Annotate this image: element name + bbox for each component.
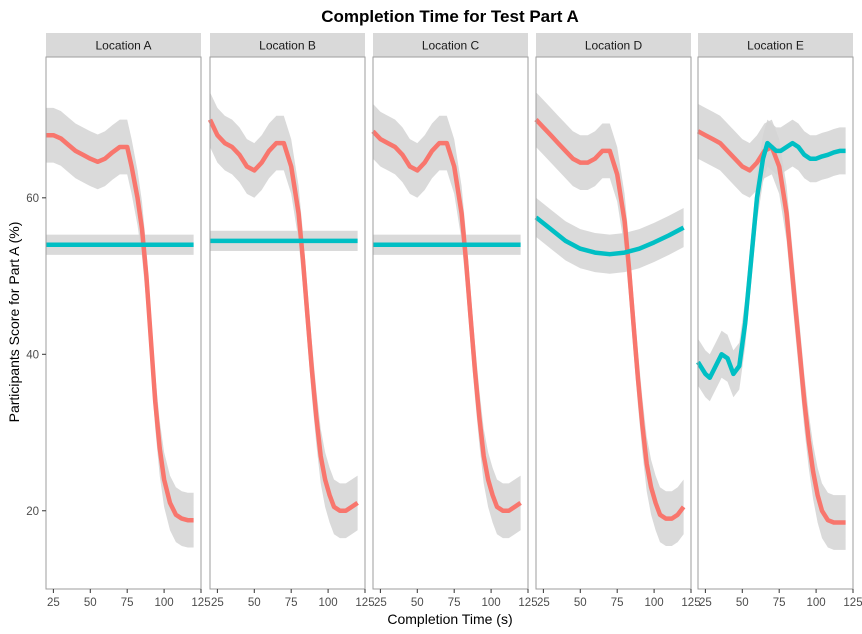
red-series-line: [696, 129, 846, 525]
panel-border: [697, 56, 854, 590]
panel-series: [46, 107, 194, 548]
y-axis: 20 40 60: [26, 193, 46, 518]
x-tick-label: 125: [191, 597, 210, 609]
x-tick-label: 25: [374, 597, 387, 609]
x-tick-label: 25: [537, 597, 550, 609]
x-tick-label: 75: [448, 597, 461, 609]
x-tick-label: 25: [699, 597, 712, 609]
x-tick-label: 125: [518, 597, 537, 609]
confidence-band: [536, 197, 684, 274]
y-axis-title: Participants Score for Part A (%): [6, 222, 22, 423]
panel-border: [209, 56, 366, 590]
red-series-line: [207, 118, 359, 514]
facet-strip-label: Location E: [747, 39, 804, 53]
facet-strip: [373, 33, 528, 57]
facet-panel: Location D 25 50 75 100 125: [534, 33, 701, 609]
x-tick-label: 25: [47, 597, 60, 609]
facet-strip: [698, 33, 853, 57]
panel-series: [534, 92, 686, 546]
facet-panel: Location B 25 50 75 100 125: [207, 33, 375, 609]
facet-panel: Location E 25 50 75 100 125: [696, 33, 862, 609]
x-tick-label: 125: [681, 597, 700, 609]
confidence-band: [536, 92, 684, 546]
facet-strip-label: Location B: [259, 39, 316, 53]
x-tick-label: 125: [355, 597, 374, 609]
x-tick-label: 125: [843, 597, 862, 609]
x-tick-label: 100: [645, 597, 664, 609]
x-tick-label: 50: [84, 597, 97, 609]
facet-panels: Location A 25 50 75 100 125 Location B 25 50 75 10…: [45, 33, 862, 609]
y-tick-label: 40: [26, 349, 39, 361]
x-tick-label: 50: [736, 597, 749, 609]
red-series-line: [46, 132, 194, 523]
x-tick-label: 100: [482, 597, 501, 609]
x-tick-label: 75: [285, 597, 298, 609]
facet-strip: [536, 33, 691, 57]
confidence-band: [46, 107, 194, 548]
x-tick-label: 100: [319, 597, 338, 609]
facet-strip-label: Location D: [585, 39, 643, 53]
facet-strip: [46, 33, 201, 57]
teal-series-line: [534, 215, 685, 257]
x-tick-label: 50: [248, 597, 261, 609]
panel-border: [535, 56, 692, 590]
panel-border: [372, 56, 529, 590]
x-tick-label: 50: [411, 597, 424, 609]
panel-series: [696, 103, 846, 550]
x-tick-label: 25: [211, 597, 224, 609]
y-tick-label: 20: [26, 506, 39, 518]
facet-strip: [210, 33, 365, 57]
facet-panel: Location C 25 50 75 100 125: [371, 33, 538, 609]
x-axis-title: Completion Time (s): [387, 611, 512, 627]
facet-panel: Location A 25 50 75 100 125: [45, 33, 211, 609]
red-series-line: [371, 129, 522, 514]
x-tick-label: 100: [807, 597, 826, 609]
chart-title: Completion Time for Test Part A: [321, 7, 579, 26]
confidence-band: [373, 103, 521, 539]
x-tick-label: 75: [611, 597, 624, 609]
x-tick-label: 100: [155, 597, 174, 609]
y-tick-label: 60: [26, 193, 39, 205]
panel-border: [45, 56, 202, 590]
red-series-line: [534, 118, 686, 521]
panel-series: [207, 92, 359, 539]
x-tick-label: 50: [574, 597, 587, 609]
confidence-band: [210, 92, 358, 539]
facet-strip-label: Location C: [422, 39, 480, 53]
x-tick-label: 75: [121, 597, 134, 609]
panel-series: [371, 103, 522, 539]
teal-series-line: [696, 140, 846, 381]
facet-strip-label: Location A: [95, 39, 151, 53]
x-tick-label: 75: [773, 597, 786, 609]
